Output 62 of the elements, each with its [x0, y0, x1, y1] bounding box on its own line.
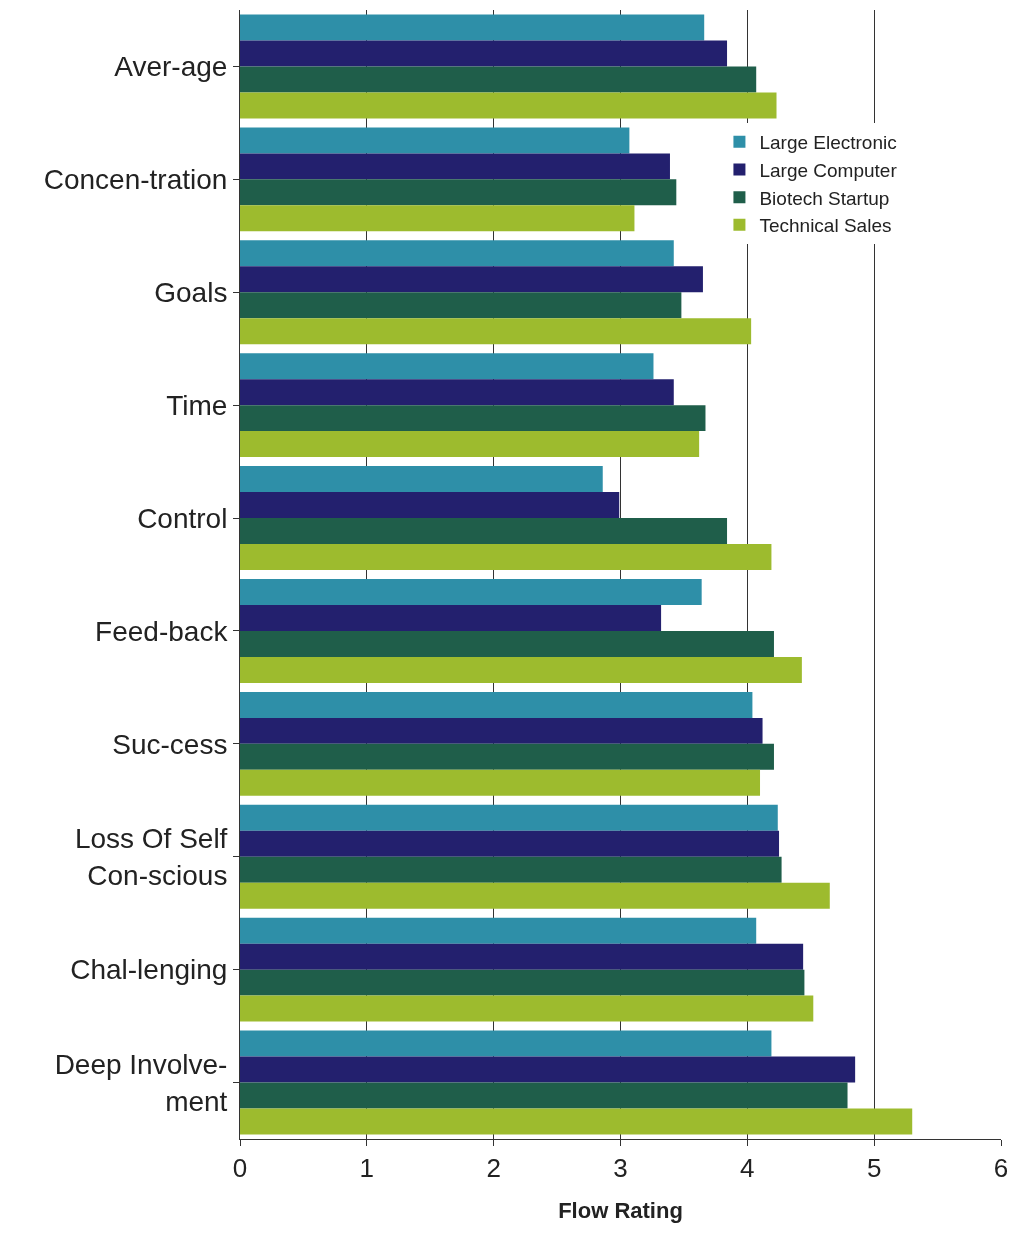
bar: [240, 127, 630, 154]
x-tick-label: 3: [613, 1153, 628, 1184]
x-axis-title: Flow Rating: [558, 1198, 683, 1224]
bar: [240, 318, 752, 345]
bar: [240, 1108, 913, 1135]
y-tick-label: Feed-back: [95, 615, 229, 647]
x-tick-label: 4: [740, 1153, 755, 1184]
x-tick-label: 1: [359, 1153, 375, 1184]
bar: [240, 240, 674, 267]
bar: [240, 969, 805, 996]
bar: [240, 630, 774, 657]
bar: [240, 656, 802, 683]
x-tick-label: 0: [232, 1153, 248, 1184]
bar: [240, 379, 674, 406]
y-tick-label: Deep Involve- ment: [54, 1049, 228, 1117]
legend-label: Technical Sales: [759, 215, 892, 237]
bar: [240, 205, 635, 232]
y-tick-label: Goals: [154, 277, 228, 309]
bar: [240, 882, 830, 909]
bar: [240, 66, 757, 93]
bar: [240, 431, 700, 458]
x-tick-label: 2: [486, 1153, 501, 1184]
bar: [240, 92, 777, 119]
bar: [240, 1056, 856, 1083]
bar: [240, 266, 703, 293]
bar: [240, 153, 670, 180]
bar: [240, 14, 705, 41]
bar: [240, 995, 814, 1022]
bar: [240, 466, 603, 493]
y-tick-label: Suc-cess: [112, 728, 228, 760]
bar: [240, 804, 778, 831]
bar: [240, 743, 774, 770]
bar: [240, 943, 804, 970]
bar: [240, 579, 702, 605]
bar: [240, 179, 677, 206]
bar: [240, 353, 654, 380]
y-tick-label: Time: [166, 389, 228, 421]
y-tick-label: Aver-age: [114, 51, 228, 83]
bar: [240, 769, 761, 796]
bar: [240, 856, 782, 883]
y-tick-label: Loss Of Self Con-scious: [74, 823, 228, 891]
y-tick-label: Concen-tration: [43, 164, 228, 196]
bar: [240, 405, 706, 432]
bar: [240, 917, 757, 944]
bar: [240, 544, 772, 570]
y-tick-label: Control: [137, 502, 228, 534]
bar: [240, 492, 620, 519]
bar: [240, 830, 780, 857]
bar: [240, 604, 662, 631]
bar: [240, 1082, 848, 1109]
bar: [240, 40, 728, 67]
bar: [240, 292, 682, 319]
bar: [240, 691, 753, 718]
y-tick-label: Chal-lenging: [70, 954, 228, 986]
x-tick-label: 5: [866, 1153, 882, 1184]
bar: [240, 717, 763, 744]
legend-label: Biotech Startup: [759, 187, 890, 209]
bar: [240, 518, 728, 545]
legend-label: Large Electronic: [759, 132, 897, 154]
legend-label: Large Computer: [759, 159, 898, 181]
bar: [240, 1030, 772, 1057]
x-tick-label: 6: [993, 1153, 1009, 1184]
